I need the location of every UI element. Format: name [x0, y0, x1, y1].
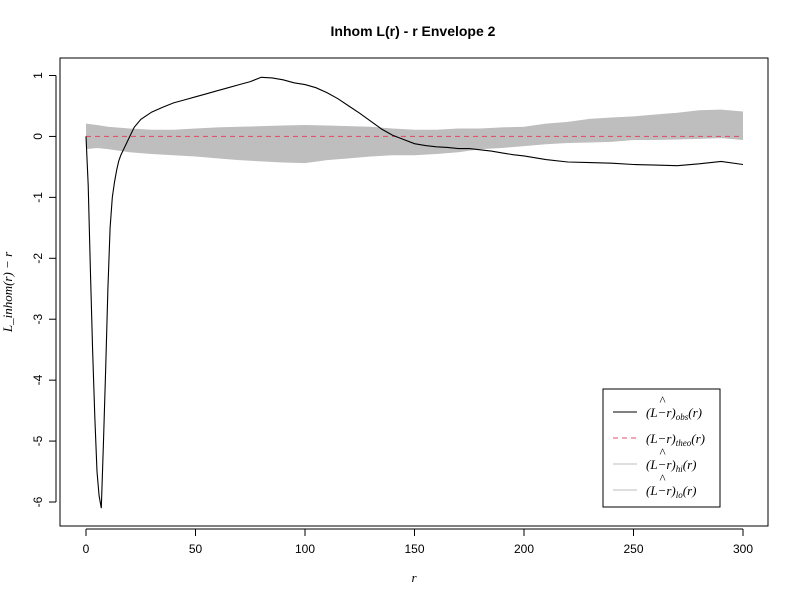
y-axis: 1 0 -1 -2 -3 -4 -5 -6	[31, 72, 57, 507]
y-tick-label: -3	[31, 314, 45, 325]
x-axis-label: r	[411, 570, 417, 585]
y-tick-label: 0	[31, 133, 45, 140]
x-tick-label: 100	[295, 542, 315, 556]
x-tick-label: 0	[83, 542, 90, 556]
plot-frame	[59, 57, 769, 527]
legend-box	[602, 388, 721, 508]
x-tick-label: 200	[514, 542, 534, 556]
lines-layer	[85, 76, 744, 509]
legend: (L−r)obs(r)^(L−r)theo(r)(L−r)hi(r)^(L−r)…	[602, 388, 721, 508]
legend-entry-label: (L−r)obs(r)	[646, 405, 702, 422]
legend-entry-label: (L−r)lo(r)	[646, 483, 696, 500]
y-tick-label: -4	[31, 374, 45, 385]
y-axis-label: L_inhom(r) − r	[0, 251, 15, 333]
x-tick-label: 50	[189, 542, 203, 556]
legend-hat-mark: ^	[659, 393, 666, 408]
y-tick-label: -2	[31, 253, 45, 264]
chart-title: Inhom L(r) - r Envelope 2	[331, 23, 496, 39]
x-tick-label: 300	[733, 542, 753, 556]
series-hi-line	[85, 109, 744, 131]
x-tick-label: 250	[623, 542, 643, 556]
y-tick-label: -6	[31, 496, 45, 507]
y-tick-label: -1	[31, 192, 45, 203]
legend-entry-label: (L−r)theo(r)	[646, 431, 705, 448]
y-tick-label: 1	[31, 72, 45, 79]
legend-hat-mark: ^	[659, 471, 666, 486]
legend-hat-mark: ^	[659, 445, 666, 460]
series-lo-line	[85, 137, 744, 164]
x-axis: 0 50 100 150 200 250 300	[83, 528, 753, 556]
x-tick-label: 150	[404, 542, 424, 556]
y-tick-label: -5	[31, 435, 45, 446]
series-obs-line	[85, 76, 744, 509]
legend-entry-label: (L−r)hi(r)	[646, 457, 696, 474]
